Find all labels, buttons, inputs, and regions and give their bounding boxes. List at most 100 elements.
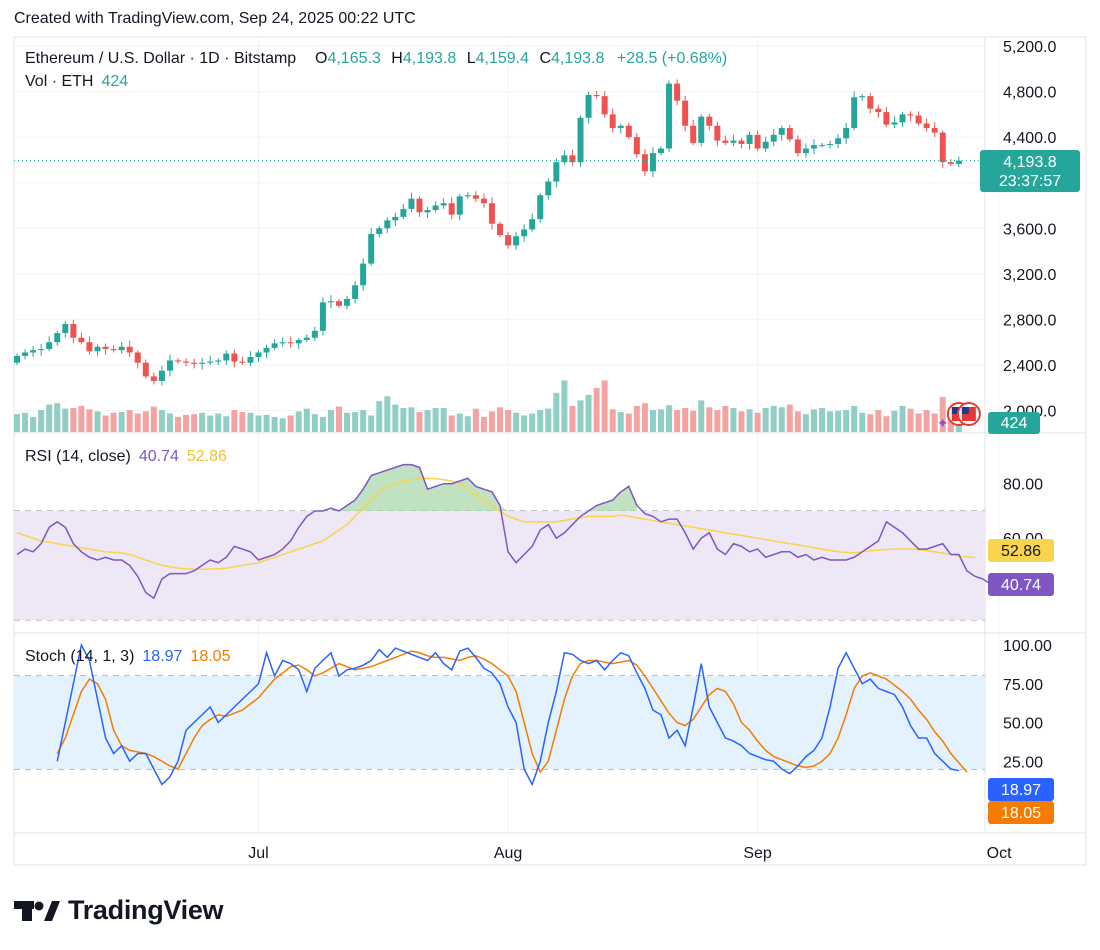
- candle-body: [392, 216, 399, 221]
- volume-bar: [545, 408, 552, 432]
- volume-bar: [231, 410, 238, 432]
- volume-bar: [738, 411, 745, 432]
- candle-body: [199, 362, 206, 364]
- volume-bar: [835, 410, 842, 432]
- volume-bar: [376, 401, 383, 432]
- x-tick-label: Aug: [494, 845, 522, 862]
- volume-bar: [513, 412, 520, 432]
- price-tick-label: 3,200.0: [1003, 267, 1056, 284]
- volume-bar: [617, 412, 624, 432]
- candle-body: [440, 203, 447, 206]
- x-tick-label: Oct: [987, 845, 1012, 862]
- candle-body: [126, 346, 133, 353]
- volume-bar: [682, 407, 689, 432]
- volume-bar: [698, 400, 705, 432]
- trading-chart[interactable]: JulAugSepOct5,200.04,800.04,400.04,000.0…: [0, 0, 1100, 880]
- candle-body: [561, 155, 568, 163]
- stoch-tick-label: 25.00: [1003, 754, 1043, 771]
- candle-body: [118, 346, 125, 351]
- candle-body: [682, 100, 689, 126]
- candle-body: [247, 357, 254, 363]
- event-markers: ✦: [937, 402, 981, 431]
- volume-bar: [827, 411, 834, 432]
- volume-bar: [263, 414, 270, 432]
- volume-bar: [134, 413, 141, 432]
- volume-bar: [505, 410, 512, 432]
- volume-bar: [54, 403, 61, 432]
- volume-bar: [62, 408, 69, 432]
- volume-bar: [158, 410, 165, 432]
- price-badge-bg: [980, 150, 1080, 192]
- candle-body: [360, 263, 367, 286]
- candle-body: [408, 198, 415, 209]
- volume-bar: [295, 411, 302, 432]
- volume-bar: [690, 410, 697, 432]
- candle-body: [835, 138, 842, 144]
- price-tick-label: 4,800.0: [1003, 85, 1056, 102]
- candle-body: [38, 349, 45, 351]
- volume-bar: [923, 410, 930, 432]
- volume-bar: [867, 414, 874, 432]
- volume-bar: [400, 407, 407, 432]
- rsi-overbought-fill: [330, 464, 637, 511]
- candle-body: [947, 162, 954, 164]
- volume-bar: [762, 407, 769, 432]
- candle-body: [754, 134, 761, 149]
- candle-body: [480, 198, 487, 204]
- volume-bar: [770, 405, 777, 432]
- candle-body: [666, 83, 673, 149]
- candle-body: [255, 352, 262, 358]
- volume-bar: [521, 415, 528, 432]
- volume-bar: [38, 410, 45, 432]
- volume-bar: [625, 413, 632, 432]
- candle-body: [521, 229, 528, 237]
- price-badge: 4,193.8: [1003, 154, 1056, 171]
- candle-body: [62, 323, 69, 334]
- rsi-ma-badge-bg: [988, 539, 1054, 562]
- candle-body: [78, 337, 85, 343]
- price-candles: [14, 79, 985, 386]
- volume-bar: [851, 405, 858, 432]
- volume-bar: [561, 380, 568, 432]
- price-tick-label: 4,400.0: [1003, 130, 1056, 147]
- candle-body: [134, 352, 141, 363]
- candle-body: [456, 196, 463, 215]
- stoch-band: [14, 676, 985, 769]
- price-tick-label: 2,400.0: [1003, 358, 1056, 375]
- candle-body: [537, 195, 544, 220]
- tradingview-brand: TradingView: [68, 895, 224, 925]
- volume-bar: [537, 410, 544, 432]
- volume-bar: [215, 413, 222, 432]
- candle-body: [738, 140, 745, 144]
- rsi-badge-bg: [988, 573, 1054, 596]
- volume-bar: [311, 414, 318, 432]
- volume-bar: [183, 414, 190, 432]
- candle-body: [593, 94, 600, 97]
- price-tick-label: 5,200.0: [1003, 39, 1056, 56]
- stoch-k-badge-bg: [988, 778, 1054, 801]
- candle-body: [448, 203, 455, 215]
- candle-body: [319, 302, 326, 331]
- volume-bar: [786, 404, 793, 432]
- volume-bar: [794, 411, 801, 432]
- volume-bar: [883, 416, 890, 432]
- candle-body: [513, 236, 520, 246]
- volume-bar: [497, 407, 503, 432]
- candle-body: [601, 96, 608, 115]
- candle-body: [545, 181, 552, 196]
- candle-body: [311, 330, 318, 338]
- volume-bar: [303, 408, 310, 432]
- x-tick-label: Sep: [743, 845, 772, 862]
- volume-bar: [585, 394, 592, 432]
- candle-body: [529, 219, 536, 230]
- tradingview-logo[interactable]: TradingView: [14, 895, 224, 926]
- volume-bar: [344, 412, 351, 432]
- candle-body: [649, 153, 656, 172]
- candle-body: [939, 132, 946, 163]
- candle-body: [851, 97, 858, 129]
- stoch-d-line: [56, 650, 968, 774]
- candle-body: [30, 350, 37, 353]
- volume-bar: [440, 407, 447, 432]
- volume-bar: [464, 416, 471, 432]
- volume-bar: [46, 404, 53, 432]
